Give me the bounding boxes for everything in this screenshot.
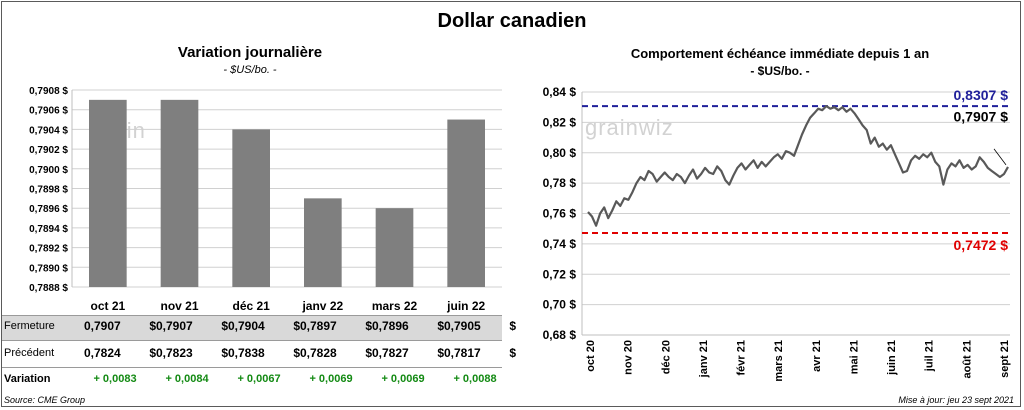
precedent-value: 0,7823 (156, 346, 193, 360)
bar-x-tick-label: oct 21 (90, 299, 125, 313)
last-value-leader (993, 148, 1007, 166)
precedent-unit: $ (293, 346, 300, 360)
line-y-tick-label: 0,82 $ (543, 115, 577, 129)
variation-value: + 0,0067 (237, 373, 281, 385)
variation-value: + 0,0084 (165, 373, 209, 385)
bar-x-tick-label: mars 22 (372, 299, 418, 313)
right-chart-subtitle: - $US/bo. - (750, 64, 810, 78)
line-x-tick-label: déc 20 (660, 340, 672, 374)
bar-y-tick-label: 0,7906 $ (29, 106, 68, 117)
variation-value: + 0,0083 (93, 373, 137, 385)
fermeture-value: 0,7907 (84, 319, 121, 333)
bar-x-tick-label: juin 22 (446, 299, 485, 313)
bar-y-tick-label: 0,7896 $ (29, 204, 68, 215)
bar-y-tick-label: 0,7890 $ (29, 263, 68, 274)
fermeture-label: Fermeture (4, 320, 55, 332)
bar-x-tick-label: nov 21 (160, 299, 198, 313)
fermeture-value: 0,7897 (300, 319, 337, 333)
bar (160, 99, 199, 287)
bar-y-tick-label: 0,7900 $ (29, 165, 68, 176)
precedent-value: 0,7817 (444, 346, 481, 360)
update-note: Mise à jour: jeu 23 sept 2021 (898, 395, 1014, 405)
bar-y-tick-label: 0,7902 $ (29, 145, 68, 156)
line-y-tick-label: 0,76 $ (543, 207, 577, 221)
line-x-tick-label: oct 20 (585, 340, 597, 372)
fermeture-unit: $ (293, 319, 300, 333)
fermeture-value: 0,7905 (444, 319, 481, 333)
line-y-tick-label: 0,68 $ (543, 328, 577, 342)
left-chart-subtitle: - $US/bo. - (223, 64, 277, 76)
line-x-tick-label: juil 21 (924, 340, 936, 372)
precedent-unit: $ (509, 346, 516, 360)
bar (304, 198, 342, 287)
precedent-unit: $ (221, 346, 228, 360)
precedent-unit: $ (365, 346, 372, 360)
fermeture-unit: $ (149, 319, 156, 333)
bar (447, 119, 485, 287)
bar-y-tick-label: 0,7898 $ (29, 185, 68, 196)
line-y-tick-label: 0,80 $ (543, 146, 577, 160)
precedent-label: Précédent (4, 347, 55, 359)
line-x-tick-label: janv 21 (698, 340, 710, 378)
fermeture-unit: $ (365, 319, 372, 333)
last-value-label: 0,7907 $ (954, 108, 1009, 124)
main-title: Dollar canadien (437, 10, 587, 32)
precedent-value: 0,7838 (228, 346, 265, 360)
line-y-tick-label: 0,74 $ (543, 237, 577, 251)
bar (232, 129, 270, 287)
bar-y-tick-label: 0,7904 $ (29, 125, 68, 136)
fermeture-unit: $ (221, 319, 228, 333)
line-x-tick-label: mai 21 (848, 340, 860, 374)
right-chart-title: Comportement échéance immédiate depuis 1… (630, 46, 930, 61)
fermeture-value: 0,7904 (228, 319, 265, 333)
bar-y-tick-label: 0,7894 $ (29, 224, 68, 235)
line-y-tick-label: 0,70 $ (543, 298, 577, 312)
line-x-tick-label: août 21 (961, 340, 973, 379)
high-value-label: 0,8307 $ (954, 87, 1009, 103)
line-x-tick-label: avr 21 (811, 340, 823, 372)
line-x-tick-label: mars 21 (773, 340, 785, 382)
left-chart-title: Variation journalière (177, 44, 323, 61)
precedent-unit: $ (437, 346, 444, 360)
line-x-tick-label: févr 21 (736, 340, 748, 375)
bar (89, 99, 127, 287)
price-series-line (587, 105, 1009, 227)
bar (375, 208, 414, 287)
precedent-unit: $ (149, 346, 156, 360)
variation-value: + 0,0069 (309, 373, 353, 385)
line-x-tick-label: juin 21 (886, 340, 898, 376)
bar-y-tick-label: 0,7888 $ (29, 283, 68, 294)
right-watermark: grainwiz (585, 115, 674, 140)
fermeture-unit: $ (437, 319, 444, 333)
line-x-tick-label: nov 20 (623, 340, 635, 375)
fermeture-row (2, 315, 502, 341)
variation-value: + 0,0069 (381, 373, 425, 385)
line-y-tick-label: 0,84 $ (543, 85, 577, 99)
table-divider (2, 367, 502, 368)
line-x-tick-label: sept 21 (999, 340, 1011, 378)
bar-x-tick-label: janv 22 (301, 299, 343, 313)
bar-y-tick-label: 0,7892 $ (29, 244, 68, 255)
precedent-value: 0,7828 (300, 346, 337, 360)
fermeture-value: 0,7907 (156, 319, 193, 333)
variation-value: + 0,0088 (453, 373, 497, 385)
low-value-label: 0,7472 $ (954, 237, 1009, 253)
line-y-tick-label: 0,72 $ (543, 267, 577, 281)
precedent-value: 0,7827 (372, 346, 409, 360)
fermeture-unit: $ (509, 319, 516, 333)
source-note: Source: CME Group (4, 395, 86, 405)
variation-label: Variation (4, 373, 51, 385)
fermeture-value: 0,7896 (372, 319, 409, 333)
line-y-tick-label: 0,78 $ (543, 176, 577, 190)
bar-x-tick-label: déc 21 (232, 299, 270, 313)
precedent-value: 0,7824 (84, 346, 121, 360)
bar-y-tick-label: 0,7908 $ (29, 86, 68, 97)
